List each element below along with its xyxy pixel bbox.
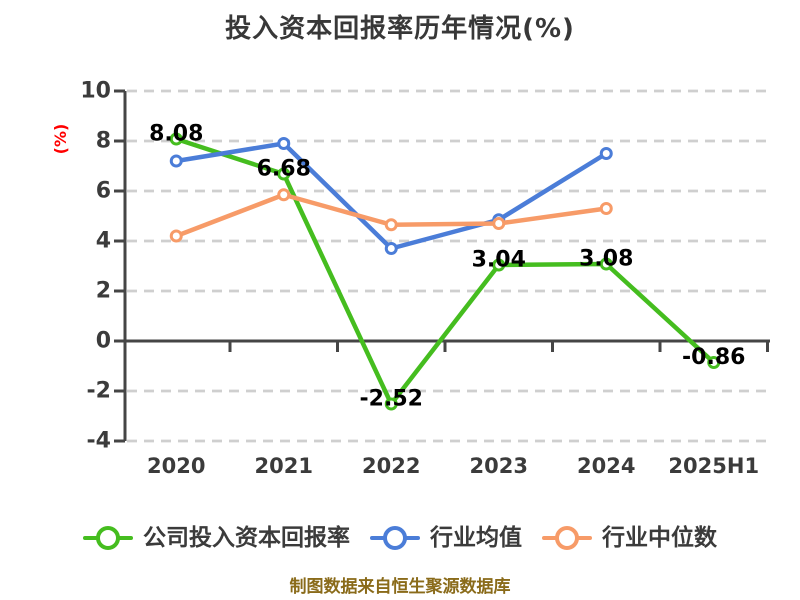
series-marker-2	[384, 218, 398, 232]
x-tick-label: 2021	[255, 454, 313, 478]
series-marker-2	[277, 188, 291, 202]
series-line-0	[174, 136, 716, 407]
series-marker-0	[492, 258, 506, 272]
footer-source-note: 制图数据来自恒生聚源数据库	[289, 577, 511, 597]
data-label: 6.68	[257, 157, 311, 182]
chart-title: 投入资本回报率历年情况(%)	[225, 14, 575, 44]
legend: 公司投入资本回报率 行业均值 行业中位数	[0, 522, 800, 554]
y-tick-label: 4	[96, 229, 111, 254]
data-label: 3.08	[579, 247, 633, 272]
series-marker-1	[277, 137, 291, 150]
y-tick-label: -2	[87, 379, 111, 404]
y-tick-label: 0	[96, 329, 111, 354]
series-marker-0	[599, 257, 613, 271]
x-tick-label: 2024	[577, 454, 635, 478]
series-marker-0	[169, 132, 183, 146]
series-marker-0	[384, 397, 398, 411]
y-tick-label: 2	[96, 279, 111, 304]
x-tick-label: 2025H1	[668, 454, 759, 478]
series-marker-1	[384, 242, 398, 255]
x-tick-label: 2022	[362, 454, 420, 478]
legend-label-industry-median: 行业中位数	[602, 525, 717, 551]
series-marker-2	[599, 202, 613, 215]
industry-median-series-marker-icon	[542, 526, 592, 550]
y-tick-label: 6	[96, 179, 111, 204]
x-tick-label: 2020	[147, 454, 205, 478]
y-tick-label: 8	[96, 129, 111, 154]
legend-label-industry-mean: 行业均值	[430, 525, 522, 551]
series-marker-2	[169, 229, 183, 243]
legend-item-company: 公司投入资本回报率	[83, 524, 350, 552]
legend-label-company: 公司投入资本回报率	[143, 525, 350, 551]
industry-mean-series-marker-icon	[370, 526, 420, 550]
data-label: 3.04	[472, 248, 526, 273]
legend-item-industry-median: 行业中位数	[542, 524, 717, 552]
y-tick-label: 10	[80, 79, 111, 104]
series-marker-1	[599, 147, 613, 160]
x-tick-label: 2023	[470, 454, 528, 478]
series-marker-0	[277, 167, 291, 181]
series-marker-1	[169, 154, 183, 168]
series-marker-0	[707, 356, 721, 369]
company-series-marker-icon	[83, 526, 133, 550]
legend-item-industry-mean: 行业均值	[370, 524, 522, 552]
data-label: -2.52	[360, 387, 423, 412]
series-marker-2	[492, 217, 506, 230]
data-label: 8.08	[149, 122, 203, 147]
data-label: -0.86	[682, 345, 745, 370]
y-tick-label: -4	[87, 429, 111, 454]
